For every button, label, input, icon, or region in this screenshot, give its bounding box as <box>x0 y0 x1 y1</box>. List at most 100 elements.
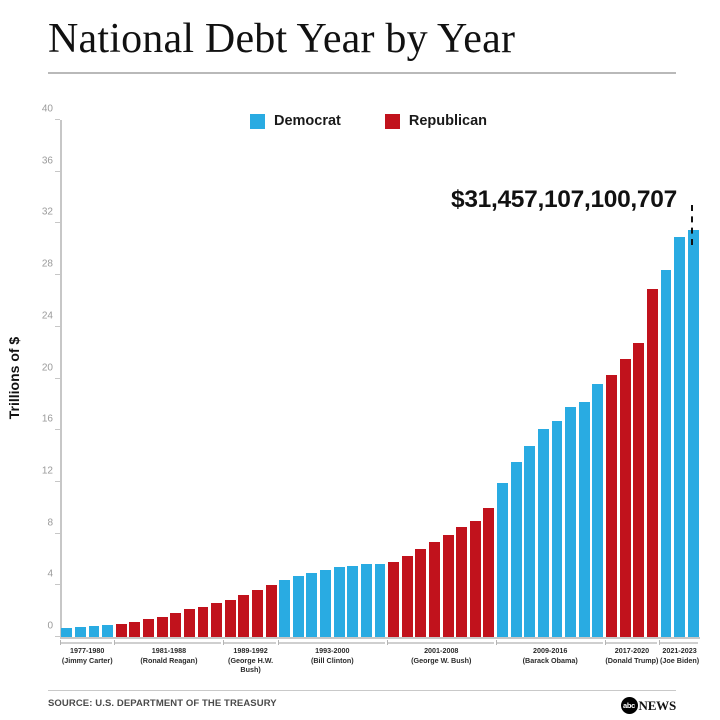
bar-2005 <box>442 534 454 637</box>
bar-2001 <box>388 561 400 637</box>
bar-2010 <box>510 461 522 637</box>
bar-1986 <box>183 609 195 637</box>
bar-1980 <box>102 625 114 637</box>
legend-item-democrat: Democrat <box>250 113 341 129</box>
period-president-name: (Jimmy Carter) <box>61 655 113 665</box>
period-years: 2001-2008 <box>424 646 459 655</box>
bar-2004 <box>429 541 440 637</box>
y-axis-tick-mark <box>55 377 60 379</box>
y-axis-tick-mark <box>55 170 60 172</box>
y-axis-tick-mark <box>55 532 60 534</box>
y-axis-tick-label: 16 <box>41 413 53 425</box>
footer-divider <box>48 690 676 691</box>
source-attribution: SOURCE: U.S. DEPARTMENT OF THE TREASURY <box>48 698 277 709</box>
bar-2008 <box>483 507 495 637</box>
period-label-5: 2001-2008 (George W. Bush) <box>387 640 496 665</box>
bar-1983 <box>143 619 154 637</box>
y-axis-tick-mark <box>55 119 60 120</box>
period-president-name: (George W. Bush) <box>411 655 472 665</box>
period-years: 2021-2023 <box>662 646 697 655</box>
period-president-name: (Joe Biden) <box>659 655 700 665</box>
bar-series <box>60 120 700 637</box>
legend-swatch-icon <box>250 113 265 129</box>
chart-legend: Democrat Republican <box>250 113 487 129</box>
period-bracket <box>386 642 494 644</box>
period-separator <box>60 640 61 645</box>
bar-1995 <box>306 572 318 637</box>
bar-1988 <box>211 603 223 637</box>
abc-logo-mark-text: abc <box>622 701 636 710</box>
period-bracket <box>604 642 658 644</box>
period-years: 1993-2000 <box>315 646 350 655</box>
bar-1987 <box>197 606 209 637</box>
bar-1994 <box>292 576 304 637</box>
y-axis-label: Trillions of $ <box>6 336 22 420</box>
bar-1977 <box>61 627 73 637</box>
y-axis-tick-label: 12 <box>41 465 53 477</box>
period-president-name: (Donald Trump) <box>605 655 659 665</box>
period-separator <box>223 640 225 645</box>
period-label-8: 2021-2023 (Joe Biden) <box>659 640 700 665</box>
callout-leader-line <box>691 205 693 245</box>
period-label-7: 2017-2020 (Donald Trump) <box>605 640 659 665</box>
bar-1979 <box>88 626 100 637</box>
y-axis-tick-label: 32 <box>41 206 53 218</box>
y-axis-tick-mark <box>55 222 60 224</box>
period-bracket <box>659 642 698 644</box>
y-axis-tick-label: 0 <box>47 620 53 632</box>
legend-item-republican: Republican <box>384 113 487 129</box>
bar-1997 <box>333 567 345 637</box>
bar-2020 <box>646 288 658 637</box>
period-label-3: 1989-1992 (George H.W. Bush) <box>223 640 277 675</box>
period-bracket <box>60 642 113 644</box>
period-bracket <box>277 642 385 644</box>
y-axis-tick-label: 4 <box>47 568 53 580</box>
bar-2013 <box>551 420 563 637</box>
y-axis-tick-mark <box>55 584 60 586</box>
bar-2023 <box>687 230 699 637</box>
period-separator <box>659 640 661 645</box>
bar-2007 <box>469 520 481 637</box>
bar-1981 <box>115 624 127 637</box>
y-axis-tick-label: 24 <box>41 310 53 322</box>
period-separator <box>604 640 606 645</box>
period-president-name: (Bill Clinton) <box>310 655 354 665</box>
bar-2014 <box>565 406 577 637</box>
bar-1998 <box>347 565 359 637</box>
y-axis-tick-mark <box>55 325 60 327</box>
bar-1989 <box>224 600 236 637</box>
debt-callout-value: $31,457,107,100,707 <box>451 186 677 213</box>
bar-2016 <box>592 384 604 637</box>
period-years: 1981-1988 <box>151 646 187 655</box>
period-bracket <box>495 642 603 644</box>
bar-2000 <box>374 563 386 637</box>
y-axis-tick-label: 40 <box>41 103 53 115</box>
bar-2018 <box>619 358 631 637</box>
bar-2002 <box>401 556 413 637</box>
bar-1982 <box>129 622 141 637</box>
bar-2015 <box>578 402 590 637</box>
bar-1985 <box>170 613 182 637</box>
period-president-name: (Ronald Reagan) <box>140 655 198 665</box>
period-president-name: (George H.W. Bush) <box>228 655 274 675</box>
bar-1990 <box>238 595 250 637</box>
bar-1984 <box>156 616 168 637</box>
period-separator <box>495 640 497 645</box>
period-separator <box>277 640 279 645</box>
bar-2003 <box>415 549 427 637</box>
bar-1991 <box>252 589 263 637</box>
bar-2011 <box>524 445 536 637</box>
y-axis-tick-mark <box>55 636 60 637</box>
period-years: 1989-1992 <box>233 646 268 655</box>
period-years: 1977-1980 <box>70 646 105 655</box>
y-axis-tick-label: 8 <box>47 517 53 529</box>
y-axis-tick-label: 36 <box>41 155 53 167</box>
legend-label: Democrat <box>274 113 341 129</box>
bar-1978 <box>74 627 86 637</box>
bar-2022 <box>674 237 686 637</box>
bar-2006 <box>456 527 468 637</box>
bar-1993 <box>279 580 291 637</box>
y-axis-line <box>60 120 62 638</box>
bar-1996 <box>320 569 331 637</box>
